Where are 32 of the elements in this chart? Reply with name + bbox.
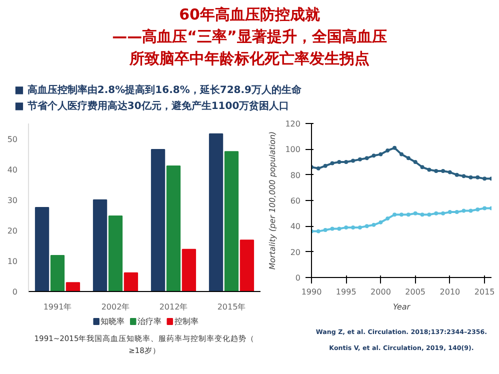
x-tick-label: 1995 <box>336 288 356 296</box>
x-tick-label: 1990 <box>301 288 322 296</box>
text: ■ 高血压控制率由2.8%提高到16.8%，延长728.9万人的生命 <box>14 84 302 96</box>
y-tick-label: 40 <box>290 222 301 232</box>
y-tick-label: 20 <box>7 226 18 236</box>
y-axis-title: Mortality (per 100,000 population) <box>268 131 278 270</box>
chart-subtitle: ——高血压“三率”显著提升，全国高血压所致脑卒中年龄标化死亡率发生拐点 <box>112 28 387 68</box>
legend-label: 知晓率 <box>100 317 125 326</box>
y-tick-label: 0 <box>295 274 301 282</box>
y-tick-label: 100 <box>285 145 301 154</box>
x-tick-label: 2015 <box>474 288 495 296</box>
x-tick-label: 2010 <box>440 288 460 296</box>
y-tick-label: 30 <box>7 196 18 205</box>
y-tick-label: 40 <box>7 165 18 174</box>
y-tick-label: 50 <box>7 134 18 144</box>
x-tick-label: 2002年 <box>101 302 130 312</box>
chart-title: 60年高血压防控成就 <box>179 6 320 24</box>
y-tick-label: 20 <box>290 248 301 257</box>
x-axis-title: Year <box>392 302 411 312</box>
y-tick-label: 80 <box>290 170 301 180</box>
y-tick-label: 0 <box>12 288 18 296</box>
y-tick-label: 10 <box>7 256 18 266</box>
x-tick-label: 2000 <box>370 288 391 296</box>
x-tick-label: 1991年 <box>43 302 72 312</box>
y-tick-label: 120 <box>285 120 301 128</box>
x-tick-label: 2015年 <box>217 302 246 312</box>
x-tick-label: 2012年 <box>159 302 188 312</box>
y-tick-label: 60 <box>290 196 301 206</box>
x-tick-label: 2005 <box>405 288 426 296</box>
text: ■ 节省个人医疗费用高达30亿元，避免产生1100万贫困人口 <box>14 100 290 112</box>
legend-label: 控制率 <box>174 317 198 326</box>
legend-label: 治疗率 <box>137 317 162 326</box>
